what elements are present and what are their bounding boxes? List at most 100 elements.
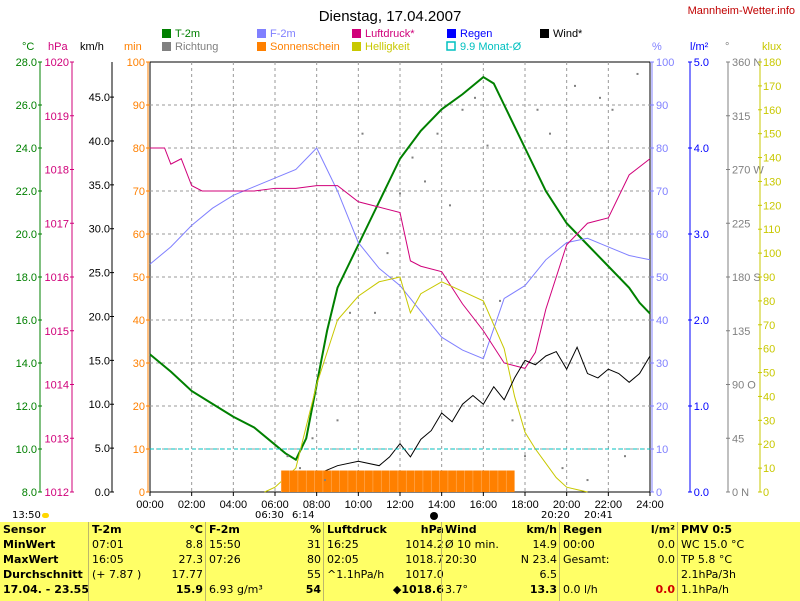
tick-label: 0.0 (95, 487, 110, 499)
cell: 80 (307, 553, 321, 566)
tick-label: 100 (763, 248, 781, 260)
tick-label: 16.0 (16, 315, 37, 327)
tick-label: 3.0 (694, 229, 709, 241)
direction-point (561, 467, 564, 470)
tick-label: 18.0 (16, 272, 37, 284)
tick-label: 26.0 (16, 100, 37, 112)
axes: 28.0 26.0 24.0 22.0 20.0 18.0 16.0 14.0 12.0 10.0… (16, 57, 782, 499)
x-tick-label: 24:00 (636, 499, 664, 510)
tick-label: 45.0 (89, 92, 110, 104)
direction-point (511, 419, 514, 422)
cell: 55 (307, 568, 321, 581)
direction-point (436, 132, 439, 135)
sunset-time-2: 20:41 (584, 510, 613, 521)
cell: 15:50 (209, 538, 241, 551)
tick-label: 120 (763, 200, 781, 212)
direction-point (499, 299, 501, 302)
cell: 31 (307, 538, 321, 551)
tick-label: 0 (656, 487, 662, 499)
x-tick-label: 22:00 (595, 499, 623, 510)
direction-point (486, 144, 489, 147)
tick-label: 20 (656, 401, 668, 413)
cell: 1017.0 (405, 568, 444, 581)
tick-label: 12.0 (16, 401, 37, 413)
site-link[interactable]: Mannheim-Wetter.info (688, 5, 795, 17)
tick-label: 180 S (732, 272, 761, 284)
tick-label: 1013 (45, 433, 69, 445)
cell: 54 (305, 583, 321, 596)
row-label: MinWert (3, 538, 56, 551)
series-line-f2m (149, 147, 651, 360)
cell: 8.8 (185, 538, 204, 551)
axis-header: km/h (80, 41, 104, 53)
cell: 07:26 (209, 553, 241, 566)
tick-label: 0 (763, 487, 769, 499)
tick-label: 80 (656, 143, 668, 155)
series-line-helligkeit (264, 276, 588, 493)
direction-point (155, 491, 158, 493)
tick-label: 225 (732, 218, 750, 230)
tick-label: 60 (656, 229, 668, 241)
tick-label: 4.0 (694, 143, 709, 155)
legend-label: Wind* (553, 28, 583, 40)
tick-label: 60 (133, 229, 145, 241)
tick-label: 40.0 (89, 136, 110, 148)
tick-label: 1017 (45, 218, 69, 230)
direction-point (636, 72, 639, 75)
direction-point (361, 132, 364, 135)
cell: 15.9 (175, 583, 203, 596)
cell: WC 15.0 °C (681, 538, 745, 551)
wind-unit: km/h (526, 523, 557, 536)
cell: 02:05 (327, 553, 359, 566)
tick-label: 360 N (732, 57, 761, 69)
tick-label: 25.0 (89, 268, 110, 280)
legend-swatch (447, 29, 456, 38)
legend-label: T-2m (175, 28, 200, 40)
sensor-block: Sensor MinWert MaxWert Durchschnitt 17.0… (0, 522, 89, 601)
cell: 6.5 (539, 568, 558, 581)
legend-swatch (446, 41, 456, 51)
chart-title: Dienstag, 17.04.2007 (319, 8, 462, 25)
cell: 17.77 (171, 568, 204, 581)
tick-label: 50 (763, 368, 775, 380)
row-label: MaxWert (3, 553, 59, 566)
direction-point (424, 180, 426, 183)
direction-point (549, 132, 551, 135)
tick-label: 20.0 (89, 311, 110, 323)
cell: 20:30 (445, 553, 477, 566)
direction-point (624, 455, 626, 458)
x-tick-label: 14:00 (428, 499, 456, 510)
cell: 00:00 (563, 538, 595, 551)
rain-unit: l/m² (650, 523, 675, 536)
tick-label: 130 (763, 176, 781, 188)
x-tick-label: 20:00 (553, 499, 581, 510)
tick-label: 14.0 (16, 358, 37, 370)
x-tick-label: 02:00 (178, 499, 206, 510)
tick-label: 30 (763, 415, 775, 427)
tick-label: 28.0 (16, 57, 37, 69)
direction-point (461, 108, 464, 111)
cell: 13.3 (529, 583, 557, 596)
cell (89, 582, 159, 597)
weather-chart: Dienstag, 17.04.2007 Mannheim-Wetter.inf… (16, 5, 795, 510)
t2m-unit: °C (189, 523, 203, 536)
cell: 16:05 (92, 553, 124, 566)
tick-label: 15.0 (89, 355, 110, 367)
cell: 6.93 g/m³ (209, 583, 263, 596)
row-label: Durchschnitt (3, 568, 83, 581)
tick-label: 50 (656, 272, 668, 284)
x-tick-label: 10:00 (345, 499, 373, 510)
tick-label: 100 (127, 57, 145, 69)
tick-label: 140 (763, 153, 781, 165)
legend-label: Helligkeit (365, 41, 410, 53)
tick-label: 0 (139, 487, 145, 499)
cell: N 23.4 (520, 553, 557, 566)
direction-point (336, 419, 339, 422)
direction-point (574, 84, 576, 87)
direction-point (474, 96, 476, 99)
direction-point (411, 156, 414, 159)
x-tick-label: 16:00 (470, 499, 498, 510)
tick-label: 45 (732, 433, 744, 445)
cell: 2.1hPa/3h (681, 568, 737, 581)
